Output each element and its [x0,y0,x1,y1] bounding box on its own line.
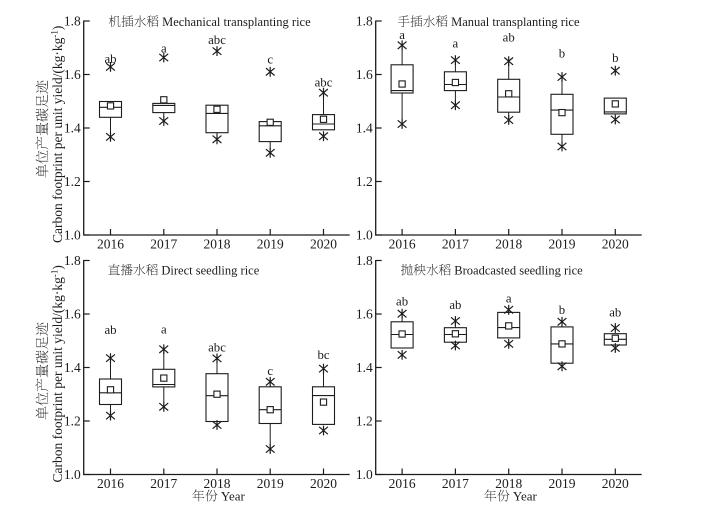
svg-text:1.4: 1.4 [356,360,373,375]
svg-text:2018: 2018 [204,476,231,491]
svg-text:ab: ab [609,306,621,320]
svg-text:1.8: 1.8 [64,253,81,268]
svg-text:1.6: 1.6 [356,67,373,82]
svg-text:2018: 2018 [204,237,231,252]
svg-text:2017: 2017 [150,476,177,491]
svg-text:1.8: 1.8 [64,14,81,29]
svg-text:1.0: 1.0 [64,228,81,243]
svg-text:1.8: 1.8 [356,253,373,268]
svg-text:Direct seedling rice: Direct seedling rice [161,264,259,278]
svg-text:2019: 2019 [257,237,284,252]
svg-text:a: a [161,41,167,55]
svg-text:2019: 2019 [257,476,284,491]
svg-text:abc: abc [208,33,226,47]
svg-text:Manual transplanting rice: Manual transplanting rice [451,15,580,29]
svg-text:1.4: 1.4 [356,121,373,136]
svg-text:a: a [506,292,512,306]
svg-text:1.2: 1.2 [64,174,81,189]
svg-text:Carbon footprint per unit yiel: Carbon footprint per unit yield/(kg·kg-1… [50,265,66,482]
svg-text:abc: abc [208,341,226,355]
svg-text:ab: ab [104,323,116,337]
svg-text:1.8: 1.8 [356,14,373,29]
svg-text:ab: ab [503,30,515,44]
svg-text:a: a [453,37,459,51]
svg-text:2017: 2017 [150,237,177,252]
svg-text:Year: Year [221,489,246,504]
svg-text:a: a [399,28,405,42]
svg-text:ab: ab [449,298,461,312]
svg-text:c: c [267,53,273,67]
svg-text:2019: 2019 [549,237,576,252]
svg-text:2016: 2016 [97,237,124,252]
svg-text:a: a [161,322,167,336]
svg-text:2016: 2016 [389,237,416,252]
svg-text:2020: 2020 [602,476,629,491]
svg-text:1.6: 1.6 [64,67,81,82]
svg-text:2017: 2017 [442,476,469,491]
svg-text:Year: Year [513,489,538,504]
svg-text:2016: 2016 [389,476,416,491]
svg-text:2019: 2019 [549,476,576,491]
svg-text:2018: 2018 [495,476,522,491]
svg-text:b: b [612,51,618,65]
svg-text:1.0: 1.0 [356,228,373,243]
svg-text:1.2: 1.2 [356,174,373,189]
svg-text:1.4: 1.4 [64,121,81,136]
svg-text:1.6: 1.6 [64,307,81,322]
svg-text:2016: 2016 [97,476,124,491]
svg-text:2017: 2017 [442,237,469,252]
svg-text:1.0: 1.0 [64,467,81,482]
svg-text:Carbon footprint per unit yiel: Carbon footprint per unit yield/(kg·kg-1… [50,26,66,243]
svg-text:2020: 2020 [602,237,629,252]
svg-text:2018: 2018 [495,237,522,252]
svg-text:1.6: 1.6 [356,307,373,322]
svg-text:2020: 2020 [310,237,337,252]
svg-text:2020: 2020 [310,476,337,491]
svg-text:Broadcasted seedling rice: Broadcasted seedling rice [454,264,583,278]
svg-text:1.0: 1.0 [356,467,373,482]
svg-text:ab: ab [396,294,408,308]
svg-text:1.4: 1.4 [64,360,81,375]
svg-text:c: c [267,364,273,378]
svg-text:1.2: 1.2 [356,414,373,429]
svg-text:bc: bc [317,348,329,362]
svg-text:b: b [559,47,565,61]
svg-text:abc: abc [315,75,333,89]
svg-text:Mechanical transplanting rice: Mechanical transplanting rice [162,15,311,29]
svg-text:ab: ab [104,52,116,66]
svg-text:b: b [559,303,565,317]
svg-text:1.2: 1.2 [64,414,81,429]
